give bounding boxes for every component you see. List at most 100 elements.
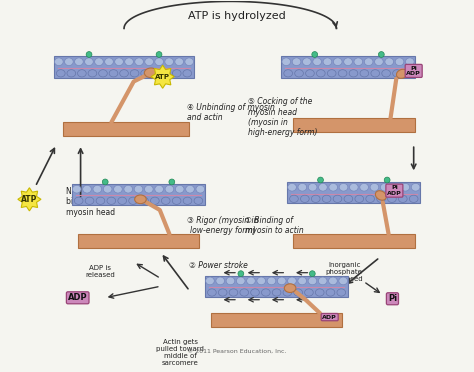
Ellipse shape: [360, 183, 368, 191]
Text: ADP is
released: ADP is released: [85, 265, 115, 278]
Ellipse shape: [288, 183, 296, 191]
Ellipse shape: [120, 70, 128, 77]
Ellipse shape: [172, 197, 181, 204]
Ellipse shape: [339, 277, 347, 285]
Ellipse shape: [344, 195, 353, 202]
Text: ④ Unbinding of myosin
and actin: ④ Unbinding of myosin and actin: [187, 103, 274, 122]
Ellipse shape: [175, 185, 184, 193]
Ellipse shape: [105, 58, 113, 65]
Ellipse shape: [344, 58, 352, 65]
Ellipse shape: [377, 195, 385, 202]
Ellipse shape: [317, 70, 325, 77]
Ellipse shape: [74, 58, 83, 65]
Ellipse shape: [118, 197, 127, 204]
Ellipse shape: [95, 58, 103, 65]
Ellipse shape: [284, 70, 292, 77]
Text: ③ Rigor (myosin in
low-energy form): ③ Rigor (myosin in low-energy form): [187, 216, 258, 235]
Ellipse shape: [337, 289, 346, 296]
Text: Pi
ADP: Pi ADP: [387, 185, 402, 196]
Ellipse shape: [114, 185, 122, 193]
Polygon shape: [18, 188, 41, 211]
Ellipse shape: [326, 289, 335, 296]
Text: ② Power stroke: ② Power stroke: [189, 261, 248, 270]
Text: ATP: ATP: [21, 195, 37, 204]
Ellipse shape: [145, 58, 154, 65]
Ellipse shape: [267, 277, 276, 285]
Ellipse shape: [78, 70, 86, 77]
Bar: [293, 118, 415, 132]
Ellipse shape: [125, 58, 133, 65]
Text: ATP is hydrolyzed: ATP is hydrolyzed: [188, 11, 286, 21]
Ellipse shape: [229, 289, 238, 296]
Text: New ATP
binds to
myosin head: New ATP binds to myosin head: [66, 187, 115, 217]
Ellipse shape: [323, 58, 332, 65]
Ellipse shape: [277, 277, 286, 285]
Ellipse shape: [283, 289, 292, 296]
Ellipse shape: [84, 58, 93, 65]
Ellipse shape: [155, 185, 164, 193]
Ellipse shape: [333, 195, 342, 202]
Ellipse shape: [99, 70, 107, 77]
Ellipse shape: [411, 183, 420, 191]
Ellipse shape: [401, 183, 410, 191]
Text: ADP: ADP: [322, 315, 337, 320]
Text: Pi
ADP: Pi ADP: [406, 65, 421, 76]
Ellipse shape: [371, 70, 380, 77]
Ellipse shape: [339, 183, 348, 191]
Ellipse shape: [329, 183, 337, 191]
Bar: [72, 184, 205, 205]
Text: Pi: Pi: [388, 294, 397, 303]
Ellipse shape: [333, 58, 342, 65]
Text: Inorganic
phosphate
is released: Inorganic phosphate is released: [325, 262, 363, 282]
Ellipse shape: [216, 277, 225, 285]
Ellipse shape: [405, 58, 414, 65]
Ellipse shape: [294, 289, 302, 296]
Ellipse shape: [310, 271, 315, 276]
Ellipse shape: [56, 70, 65, 77]
Ellipse shape: [96, 197, 105, 204]
Ellipse shape: [328, 70, 336, 77]
Ellipse shape: [295, 70, 303, 77]
Ellipse shape: [380, 183, 389, 191]
Ellipse shape: [365, 58, 373, 65]
Ellipse shape: [399, 195, 407, 202]
Ellipse shape: [338, 70, 347, 77]
Ellipse shape: [151, 197, 159, 204]
Text: ADP: ADP: [68, 293, 88, 302]
Ellipse shape: [109, 70, 118, 77]
Text: ATP: ATP: [155, 74, 170, 80]
Ellipse shape: [257, 277, 265, 285]
Ellipse shape: [305, 289, 313, 296]
Ellipse shape: [288, 277, 296, 285]
Ellipse shape: [262, 289, 270, 296]
Ellipse shape: [374, 58, 383, 65]
Ellipse shape: [208, 289, 216, 296]
Ellipse shape: [141, 70, 149, 77]
Ellipse shape: [169, 179, 175, 185]
Text: Actin gets
pulled toward
middle of
sarcomere: Actin gets pulled toward middle of sarco…: [156, 339, 204, 366]
Ellipse shape: [396, 69, 408, 78]
Ellipse shape: [67, 70, 76, 77]
Ellipse shape: [186, 185, 194, 193]
Ellipse shape: [161, 197, 170, 204]
Ellipse shape: [165, 185, 174, 193]
Ellipse shape: [319, 277, 327, 285]
Ellipse shape: [354, 58, 363, 65]
Ellipse shape: [375, 191, 386, 200]
Ellipse shape: [328, 277, 337, 285]
Bar: [282, 57, 415, 78]
Ellipse shape: [144, 68, 158, 78]
Ellipse shape: [129, 197, 137, 204]
Ellipse shape: [107, 197, 116, 204]
Text: © 2011 Pearson Education, Inc.: © 2011 Pearson Education, Inc.: [187, 349, 287, 354]
Ellipse shape: [349, 183, 358, 191]
Ellipse shape: [312, 52, 318, 57]
Ellipse shape: [86, 52, 92, 57]
Ellipse shape: [382, 70, 391, 77]
Ellipse shape: [284, 284, 296, 292]
Bar: [293, 234, 415, 248]
Ellipse shape: [134, 185, 143, 193]
Ellipse shape: [102, 179, 108, 185]
Ellipse shape: [410, 195, 418, 202]
Ellipse shape: [219, 289, 227, 296]
